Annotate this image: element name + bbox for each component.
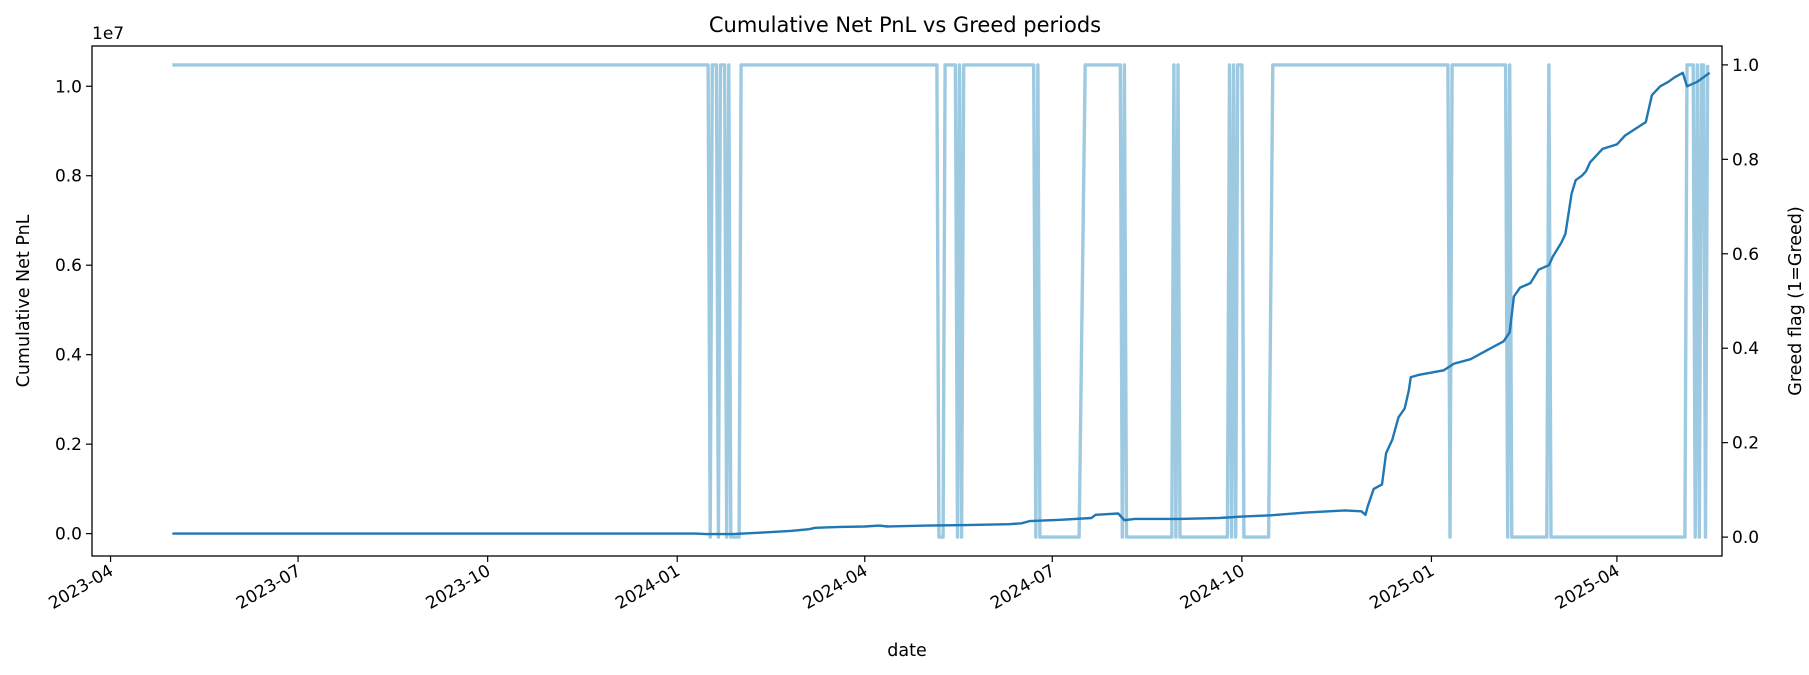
right-tick-label: 0.6 [1732, 245, 1759, 265]
greed-flag-line [172, 63, 1710, 539]
left-axis-offset-label: 1e7 [92, 24, 124, 44]
plot-area [172, 63, 1711, 539]
right-tick-label: 0.2 [1732, 434, 1759, 454]
left-tick-label: 0.2 [55, 435, 82, 455]
right-tick-label: 0.0 [1732, 528, 1759, 548]
chart-title: Cumulative Net PnL vs Greed periods [709, 13, 1101, 37]
right-tick-label: 0.4 [1732, 339, 1759, 359]
left-axis-title: Cumulative Net PnL [14, 214, 34, 387]
cumulative-pnl-line [172, 71, 1711, 536]
left-tick-label: 0.4 [55, 346, 82, 366]
left-y-axis: 0.0 0.2 0.4 0.6 0.8 1.0 [55, 77, 92, 545]
right-tick-label: 1.0 [1732, 56, 1759, 76]
plot-frame [91, 45, 1723, 557]
left-tick-label: 1.0 [55, 77, 82, 97]
left-tick-label: 0.6 [55, 256, 82, 276]
right-axis-title: Greed flag (1=Greed) [1786, 206, 1806, 395]
left-tick-label: 0.8 [55, 167, 82, 187]
right-y-axis: 0.0 0.2 0.4 0.6 0.8 1.0 [1722, 56, 1759, 548]
x-axis-title: date [887, 641, 926, 661]
right-tick-label: 0.8 [1732, 150, 1759, 170]
left-tick-label: 0.0 [55, 525, 82, 545]
